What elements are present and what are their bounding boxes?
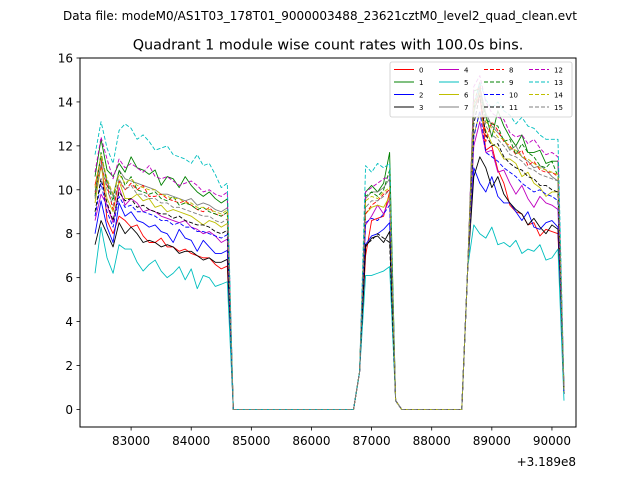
y-tick-label: 10	[58, 183, 73, 197]
x-tick-label: 84000	[172, 434, 210, 448]
y-tick-label: 14	[58, 95, 73, 109]
y-axis: 0 2 4 6 8 10 12 14 16	[58, 52, 80, 417]
x-offset-label: +3.189e8	[517, 455, 576, 469]
x-tick-label: 88000	[413, 434, 451, 448]
legend-label-3: 3	[419, 104, 423, 112]
y-tick-label: 12	[58, 139, 73, 153]
y-tick-label: 16	[58, 52, 73, 66]
legend-label-10: 10	[509, 91, 518, 99]
legend-label-1: 1	[419, 79, 423, 87]
legend-box	[389, 61, 573, 118]
series-line-15	[94, 88, 565, 410]
legend-label-0: 0	[419, 66, 423, 74]
series-line-9	[94, 90, 565, 410]
legend-label-6: 6	[464, 91, 469, 99]
legend-label-15: 15	[554, 104, 563, 112]
x-tick-label: 90000	[533, 434, 571, 448]
series-line-10	[94, 110, 565, 410]
legend-label-4: 4	[464, 66, 469, 74]
legend-label-14: 14	[554, 91, 563, 99]
chart-suptitle: Data file: modeM0/AS1T03_178T01_90000034…	[63, 9, 577, 23]
axes-frame	[79, 57, 577, 428]
plot-area	[94, 75, 565, 410]
y-tick-label: 4	[65, 315, 73, 329]
legend-label-13: 13	[554, 79, 563, 87]
x-axis: 83000 84000 85000 86000 87000 88000 89000 90000	[112, 427, 571, 448]
legend-label-7: 7	[464, 104, 468, 112]
legend-label-2: 2	[419, 91, 423, 99]
legend-label-8: 8	[509, 66, 513, 74]
y-tick-label: 0	[65, 403, 73, 417]
legend-label-5: 5	[464, 79, 468, 87]
y-tick-label: 8	[65, 227, 73, 241]
x-tick-label: 87000	[352, 434, 390, 448]
x-tick-label: 89000	[473, 434, 511, 448]
legend-label-11: 11	[509, 104, 518, 112]
x-tick-label: 83000	[112, 434, 150, 448]
x-tick-label: 85000	[232, 434, 270, 448]
legend-label-9: 9	[509, 79, 513, 87]
y-tick-label: 6	[65, 271, 73, 285]
x-tick-label: 86000	[292, 434, 330, 448]
y-tick-label: 2	[65, 359, 73, 373]
chart-title: Quadrant 1 module wise count rates with …	[133, 38, 524, 54]
legend-label-12: 12	[554, 66, 563, 74]
